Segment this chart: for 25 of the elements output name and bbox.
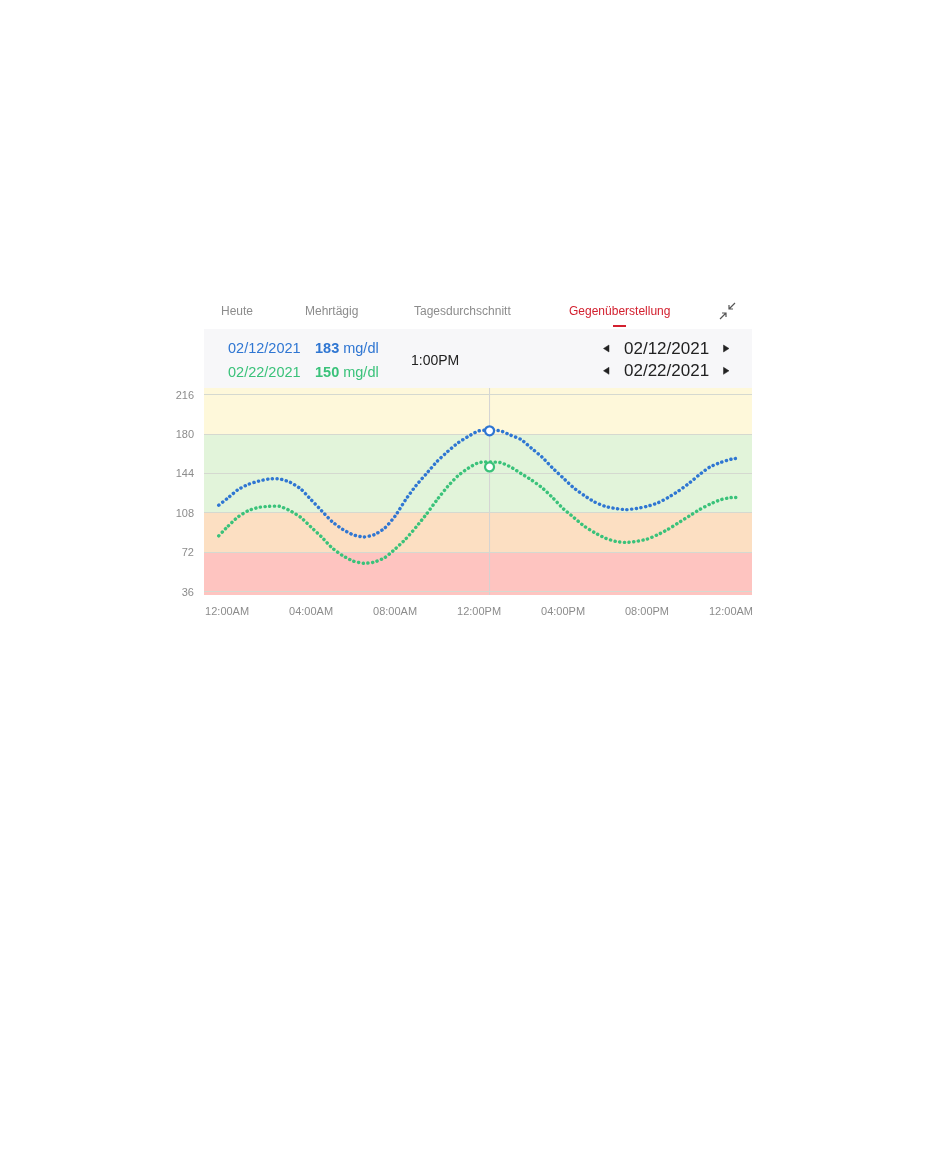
x-tick-label: 08:00AM	[373, 605, 418, 617]
text: 150 mg/dl	[315, 364, 379, 380]
y-tick-label: 36	[181, 585, 194, 598]
y-tick-label: 180	[175, 427, 194, 440]
x-tick-label: 08:00PM	[625, 605, 670, 617]
text: 1:00PM	[411, 352, 460, 368]
text: Tagesdurchschnitt	[414, 304, 512, 318]
y-tick-label: 108	[175, 506, 194, 519]
x-tick-label: 12:00AM	[205, 605, 250, 617]
text: Heute	[221, 304, 254, 318]
text: 183 mg/dl	[315, 340, 379, 356]
text: 02/22/2021	[624, 361, 710, 380]
y-tick-label: 144	[175, 467, 194, 480]
x-tick-label: 12:00AM	[708, 605, 754, 617]
x-tick-label: 12:00PM	[457, 605, 502, 617]
line-series	[217, 460, 741, 565]
y-tick-label: 72	[181, 546, 194, 559]
text: Mehrtägig	[305, 304, 359, 318]
y-tick-label: 216	[175, 388, 194, 401]
text: 02/12/2021	[228, 340, 301, 356]
text: 02/12/2021	[624, 339, 710, 358]
text: Gegenüberstellung	[569, 304, 671, 318]
x-tick-label: 04:00AM	[289, 605, 334, 617]
x-tick-label: 04:00PM	[541, 605, 586, 617]
text: 02/22/2021	[228, 364, 301, 380]
